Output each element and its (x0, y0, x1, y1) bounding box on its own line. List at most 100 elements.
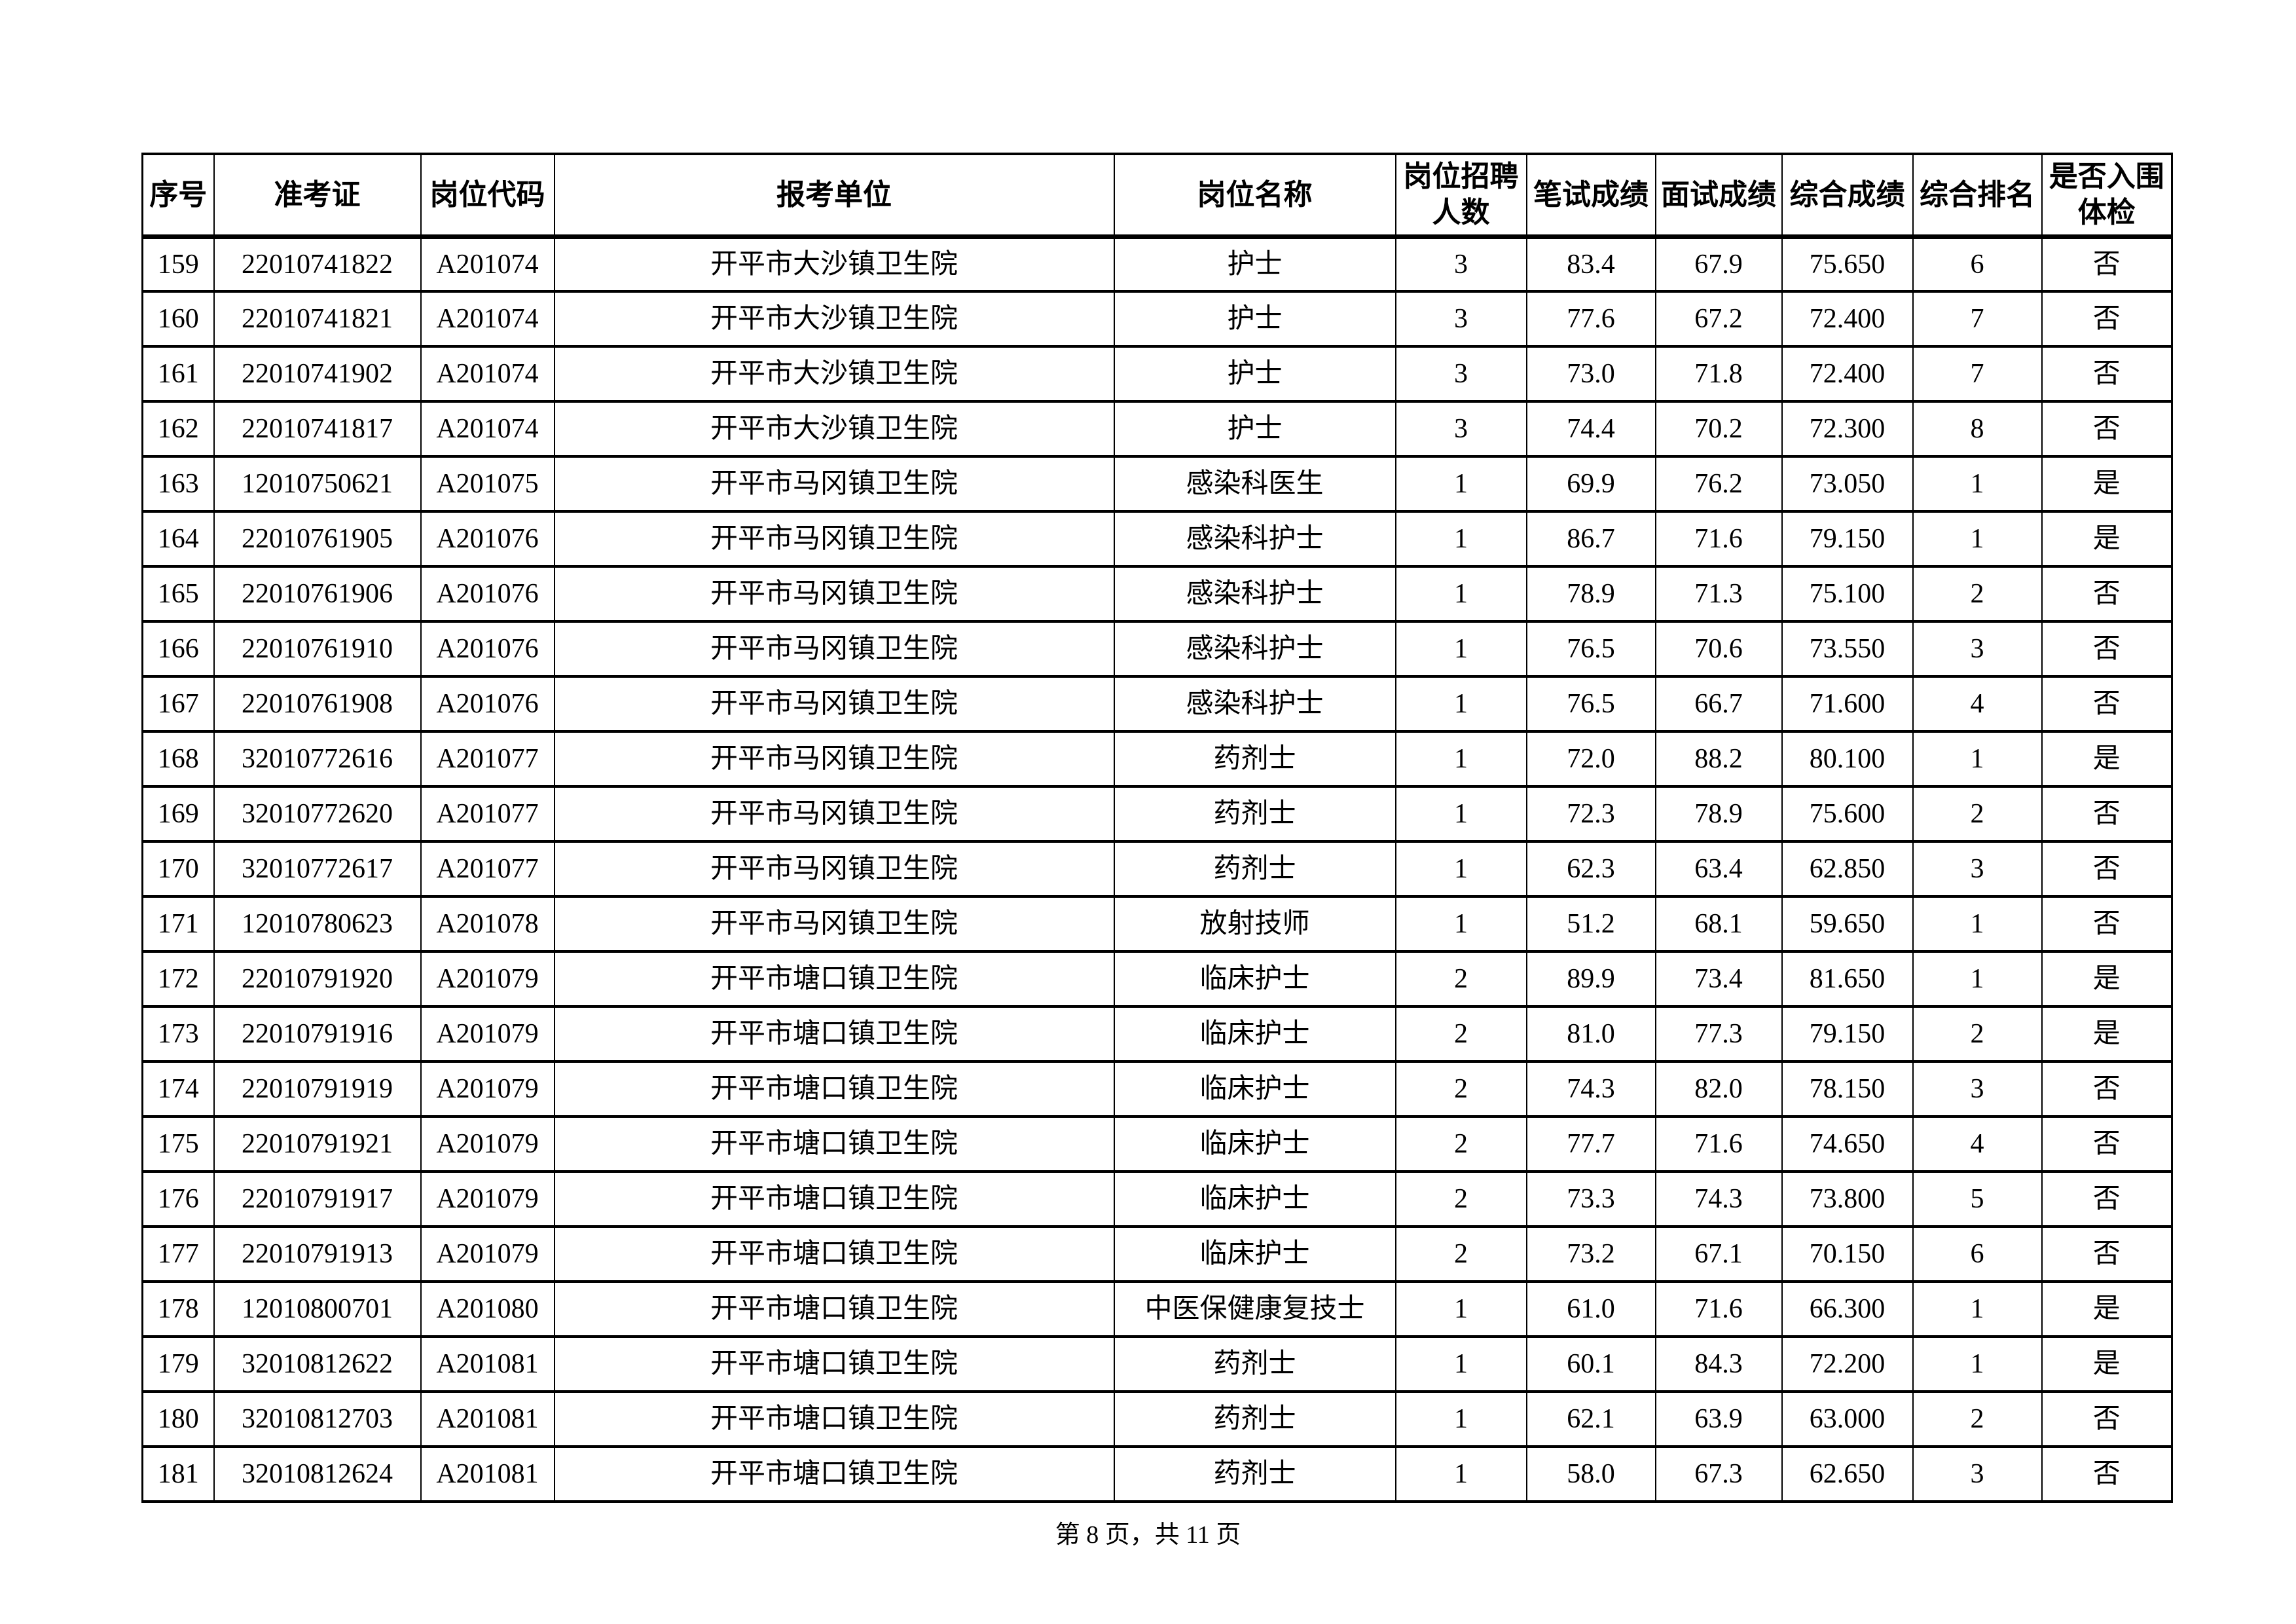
cell-index: 163 (141, 455, 215, 513)
cell-combined-rank: 8 (1912, 400, 2043, 458)
header-row: 序号 准考证 岗位代码 报考单位 岗位名称 岗位招聘人数 笔试成绩 面试成绩 综… (141, 153, 2173, 239)
cell-unit: 开平市马冈镇卫生院 (553, 840, 1115, 898)
cell-index: 177 (141, 1225, 215, 1283)
cell-interview-score: 67.9 (1654, 235, 1783, 293)
cell-unit: 开平市马冈镇卫生院 (553, 730, 1115, 788)
cell-index: 161 (141, 345, 215, 403)
cell-interview-score: 67.2 (1654, 290, 1783, 348)
cell-index: 179 (141, 1335, 215, 1393)
cell-shortlisted: 否 (2041, 1390, 2173, 1448)
table-row: 159 22010741822 A201074 开平市大沙镇卫生院 护士 3 83.4 67.… (141, 235, 2173, 293)
cell-interview-score: 71.8 (1654, 345, 1783, 403)
table-row: 169 32010772620 A201077 开平市马冈镇卫生院 药剂士 1 72.3 78… (141, 785, 2173, 843)
cell-written-score: 76.5 (1525, 620, 1656, 678)
cell-post-code: A201080 (420, 1280, 555, 1338)
cell-exam-id: 22010791916 (213, 1005, 422, 1063)
cell-recruit-count: 1 (1394, 730, 1527, 788)
cell-interview-score: 63.9 (1654, 1390, 1783, 1448)
cell-recruit-count: 1 (1394, 1280, 1527, 1338)
cell-post-code: A201077 (420, 785, 555, 843)
cell-unit: 开平市大沙镇卫生院 (553, 290, 1115, 348)
cell-written-score: 74.3 (1525, 1060, 1656, 1118)
cell-interview-score: 73.4 (1654, 950, 1783, 1008)
cell-post-name: 护士 (1113, 400, 1396, 458)
cell-shortlisted: 否 (2041, 400, 2173, 458)
cell-index: 178 (141, 1280, 215, 1338)
cell-index: 174 (141, 1060, 215, 1118)
cell-unit: 开平市塘口镇卫生院 (553, 1445, 1115, 1503)
cell-combined-rank: 4 (1912, 675, 2043, 733)
cell-shortlisted: 否 (2041, 1445, 2173, 1503)
header-interview-score: 面试成绩 (1654, 153, 1783, 239)
table-row: 173 22010791916 A201079 开平市塘口镇卫生院 临床护士 2 81.0 7… (141, 1005, 2173, 1063)
cell-combined-rank: 2 (1912, 785, 2043, 843)
page-number-footer: 第 8 页，共 11 页 (1055, 1521, 1241, 1549)
cell-combined-rank: 1 (1912, 455, 2043, 513)
cell-shortlisted: 否 (2041, 235, 2173, 293)
cell-post-code: A201076 (420, 565, 555, 623)
table-row: 170 32010772617 A201077 开平市马冈镇卫生院 药剂士 1 62.3 63… (141, 840, 2173, 898)
cell-recruit-count: 1 (1394, 1335, 1527, 1393)
cell-exam-id: 22010791919 (213, 1060, 422, 1118)
cell-combined-score: 78.150 (1781, 1060, 1914, 1118)
cell-index: 173 (141, 1005, 215, 1063)
cell-combined-score: 59.650 (1781, 895, 1914, 953)
table-row: 160 22010741821 A201074 开平市大沙镇卫生院 护士 3 77.6 67.… (141, 290, 2173, 348)
cell-recruit-count: 3 (1394, 235, 1527, 293)
table-row: 174 22010791919 A201079 开平市塘口镇卫生院 临床护士 2 74.3 8… (141, 1060, 2173, 1118)
cell-post-code: A201078 (420, 895, 555, 953)
cell-post-code: A201074 (420, 235, 555, 293)
cell-combined-rank: 3 (1912, 1445, 2043, 1503)
cell-index: 175 (141, 1115, 215, 1173)
header-exam-id: 准考证 (213, 153, 422, 239)
cell-combined-score: 72.400 (1781, 290, 1914, 348)
cell-exam-id: 32010812703 (213, 1390, 422, 1448)
cell-interview-score: 71.6 (1654, 1280, 1783, 1338)
cell-written-score: 73.0 (1525, 345, 1656, 403)
cell-unit: 开平市马冈镇卫生院 (553, 675, 1115, 733)
cell-shortlisted: 否 (2041, 1170, 2173, 1228)
cell-written-score: 86.7 (1525, 510, 1656, 568)
cell-shortlisted: 否 (2041, 840, 2173, 898)
cell-combined-rank: 1 (1912, 730, 2043, 788)
cell-written-score: 61.0 (1525, 1280, 1656, 1338)
cell-unit: 开平市塘口镇卫生院 (553, 1115, 1115, 1173)
cell-post-code: A201079 (420, 1060, 555, 1118)
table-row: 179 32010812622 A201081 开平市塘口镇卫生院 药剂士 1 60.1 84… (141, 1335, 2173, 1393)
table-row: 177 22010791913 A201079 开平市塘口镇卫生院 临床护士 2 73.2 6… (141, 1225, 2173, 1283)
header-index: 序号 (141, 153, 215, 239)
cell-unit: 开平市马冈镇卫生院 (553, 510, 1115, 568)
cell-shortlisted: 是 (2041, 1280, 2173, 1338)
cell-post-code: A201076 (420, 675, 555, 733)
cell-post-name: 护士 (1113, 345, 1396, 403)
cell-exam-id: 12010750621 (213, 455, 422, 513)
cell-post-name: 药剂士 (1113, 730, 1396, 788)
cell-written-score: 62.3 (1525, 840, 1656, 898)
cell-shortlisted: 否 (2041, 675, 2173, 733)
cell-index: 172 (141, 950, 215, 1008)
cell-exam-id: 32010812622 (213, 1335, 422, 1393)
cell-interview-score: 66.7 (1654, 675, 1783, 733)
cell-exam-id: 22010741821 (213, 290, 422, 348)
cell-unit: 开平市马冈镇卫生院 (553, 895, 1115, 953)
cell-recruit-count: 3 (1394, 345, 1527, 403)
cell-post-name: 中医保健康复技士 (1113, 1280, 1396, 1338)
table-row: 161 22010741902 A201074 开平市大沙镇卫生院 护士 3 73.0 71.… (141, 345, 2173, 403)
header-post-name: 岗位名称 (1113, 153, 1396, 239)
cell-post-name: 临床护士 (1113, 1115, 1396, 1173)
header-recruit-count: 岗位招聘人数 (1394, 153, 1527, 239)
cell-unit: 开平市大沙镇卫生院 (553, 400, 1115, 458)
cell-shortlisted: 是 (2041, 455, 2173, 513)
cell-shortlisted: 否 (2041, 565, 2173, 623)
cell-combined-rank: 5 (1912, 1170, 2043, 1228)
cell-post-name: 感染科护士 (1113, 510, 1396, 568)
cell-exam-id: 22010791917 (213, 1170, 422, 1228)
cell-written-score: 77.6 (1525, 290, 1656, 348)
cell-unit: 开平市马冈镇卫生院 (553, 785, 1115, 843)
table-row: 163 12010750621 A201075 开平市马冈镇卫生院 感染科医生 1 69.9… (141, 455, 2173, 513)
cell-shortlisted: 是 (2041, 510, 2173, 568)
cell-post-code: A201079 (420, 1115, 555, 1173)
cell-written-score: 69.9 (1525, 455, 1656, 513)
cell-unit: 开平市马冈镇卫生院 (553, 565, 1115, 623)
cell-post-code: A201079 (420, 1225, 555, 1283)
